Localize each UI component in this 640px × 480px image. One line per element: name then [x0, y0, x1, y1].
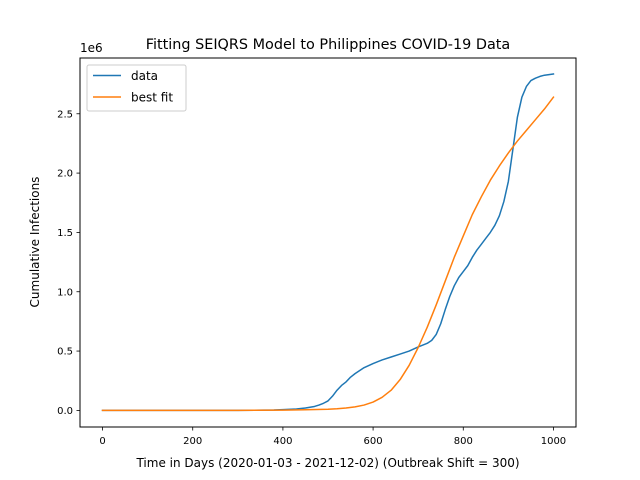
- y-tick-label: 0.0: [57, 406, 73, 417]
- x-tick-label: 600: [364, 436, 383, 447]
- x-axis-label: Time in Days (2020-01-03 - 2021-12-02) (…: [135, 456, 519, 470]
- legend: data best fit: [86, 64, 187, 112]
- legend-label-best-fit: best fit: [131, 91, 173, 105]
- x-tick-label: 1000: [541, 436, 566, 447]
- legend-box: [86, 64, 187, 112]
- plot-lines: [101, 73, 555, 412]
- legend-label-data: data: [131, 69, 158, 83]
- series-line-best-fit: [101, 96, 555, 412]
- chart-title: Fitting SEIQRS Model to Philippines COVI…: [146, 37, 511, 53]
- x-axis-ticks: 0 200 400 600 800 1000: [99, 427, 566, 447]
- x-tick-label: 400: [273, 436, 292, 447]
- plot-frame: [79, 57, 577, 428]
- y-tick-label: 2.0: [57, 169, 73, 180]
- y-tick-label: 1.5: [57, 228, 73, 239]
- y-offset-text: 1e6: [80, 41, 103, 55]
- y-tick-label: 1.0: [57, 287, 73, 298]
- x-tick-label: 0: [99, 436, 105, 447]
- y-tick-label: 0.5: [57, 347, 73, 358]
- series-line-data: [101, 73, 555, 412]
- y-axis-ticks: 0.0 0.5 1.0 1.5 2.0 2.5: [57, 109, 80, 417]
- x-tick-label: 800: [454, 436, 473, 447]
- y-tick-label: 2.5: [57, 109, 73, 120]
- x-tick-label: 200: [183, 436, 202, 447]
- y-axis-label: Cumulative Infections: [28, 177, 42, 308]
